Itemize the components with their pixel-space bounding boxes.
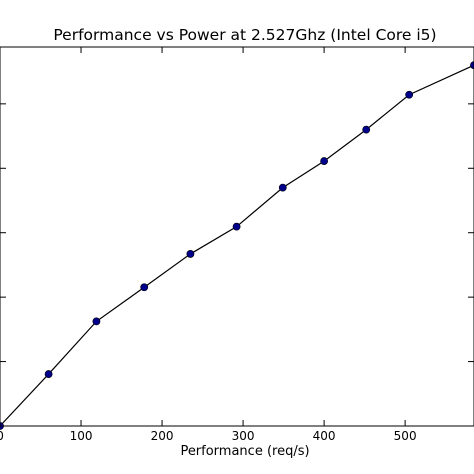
data-points [0, 61, 474, 430]
chart-title: Performance vs Power at 2.527Ghz (Intel … [53, 26, 436, 44]
data-point [405, 90, 414, 99]
y-tick-marks [0, 103, 474, 427]
data-point [140, 283, 149, 292]
series-line [0, 64, 474, 427]
x-tick-label: 0 [0, 429, 4, 443]
data-point [44, 370, 53, 378]
x-tick-labels: 0 100 200 300 400 500 [0, 429, 417, 443]
x-tick-label: 500 [394, 429, 417, 443]
x-tick-label: 200 [151, 429, 174, 443]
x-tick-marks [0, 47, 406, 426]
x-tick-label: 100 [70, 429, 93, 443]
data-point [470, 61, 474, 70]
plot-frame [0, 46, 474, 427]
data-point [320, 157, 329, 165]
data-point [278, 183, 287, 192]
x-tick-label: 300 [232, 429, 255, 443]
x-tick-label: 400 [313, 429, 336, 443]
data-point [362, 125, 371, 134]
data-point [232, 222, 241, 231]
data-point [92, 317, 101, 326]
data-point [186, 250, 195, 258]
x-axis-label: Performance (req/s) [180, 444, 309, 459]
